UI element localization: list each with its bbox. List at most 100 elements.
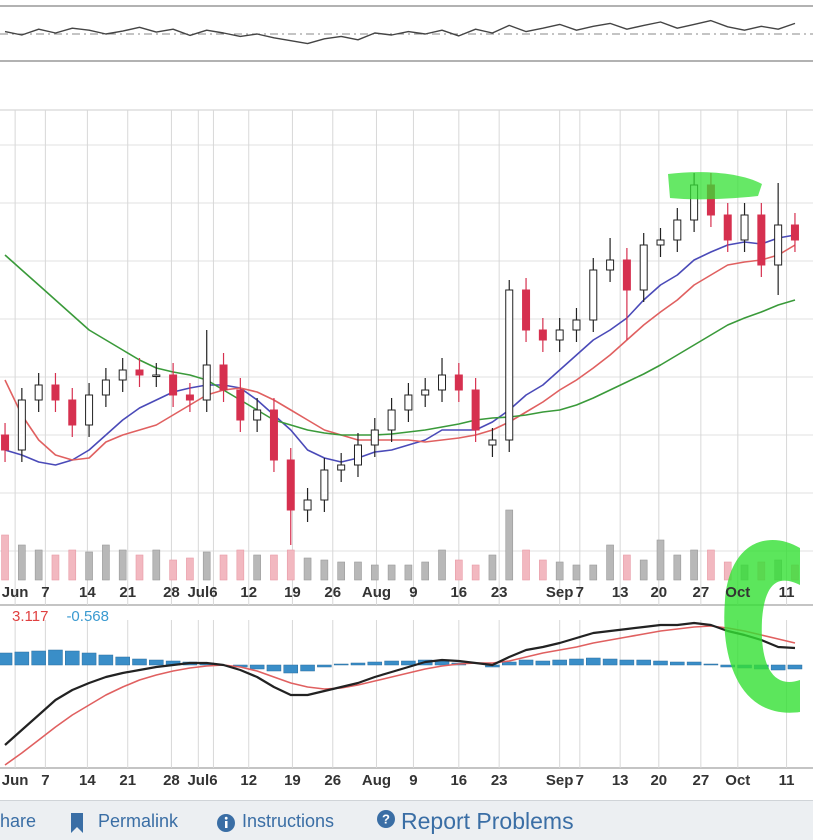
candle-body	[488, 439, 497, 446]
report-problems-link[interactable]: Report Problems	[401, 808, 574, 834]
volume-bar	[236, 549, 245, 581]
x-tick-label: Jun	[2, 772, 29, 789]
x-tick-label: Jun	[2, 584, 29, 601]
candle-body	[757, 214, 766, 266]
volume-bar	[34, 549, 43, 581]
histogram-bar	[283, 664, 299, 674]
share-link[interactable]: hare	[0, 811, 37, 831]
volume-bar	[673, 554, 682, 581]
histogram-bar	[317, 664, 332, 668]
histogram-bar	[686, 661, 702, 666]
volume-bar	[421, 561, 430, 581]
indicator-line	[4, 19, 796, 45]
volume-bar	[152, 549, 161, 581]
x-tick-label: 7	[41, 584, 49, 601]
histogram-bar	[787, 664, 803, 670]
histogram-bar	[586, 657, 601, 666]
volume-bar	[118, 549, 127, 581]
permalink-link[interactable]: Permalink	[98, 811, 179, 831]
candle-body	[286, 459, 295, 511]
x-tick-label: 11	[779, 772, 795, 789]
x-tick-label: 9	[409, 772, 417, 789]
histogram-bar	[552, 659, 567, 666]
report-icon: ?	[377, 810, 395, 828]
x-tick-label: 27	[692, 772, 709, 789]
x-tick-label: 7	[576, 584, 584, 601]
moving-average	[4, 254, 796, 436]
histogram-bar	[300, 664, 315, 672]
candle-body	[135, 369, 144, 376]
volume-bar	[370, 564, 379, 581]
volume-bar	[539, 559, 547, 581]
volume-bar	[690, 549, 698, 581]
x-tick-label: 6	[209, 772, 217, 789]
x-tick-label: Sep	[546, 584, 574, 601]
volume-bar	[186, 557, 194, 581]
x-tick-label: Oct	[725, 584, 750, 601]
candle-body	[185, 394, 194, 401]
volume-bar	[253, 554, 261, 581]
x-tick-label: 16	[450, 584, 467, 601]
candle-body	[723, 214, 732, 241]
histogram-bar	[149, 659, 164, 666]
volume-bar	[555, 561, 564, 581]
x-tick-label: 19	[284, 772, 301, 789]
candle-body	[639, 244, 648, 291]
histogram-bar	[350, 662, 366, 666]
x-tick-label: 26	[324, 772, 341, 789]
macd-value-label: 3.117	[12, 608, 48, 625]
histogram-bar	[14, 651, 30, 666]
candle-body	[253, 409, 262, 421]
candle-body	[589, 269, 598, 321]
x-tick-label: 6	[209, 584, 217, 601]
instructions-link[interactable]: Instructions	[242, 811, 335, 831]
candle-body	[505, 289, 514, 441]
histogram-bar	[653, 660, 668, 666]
x-tick-label: 26	[324, 584, 341, 601]
histogram-bar	[636, 659, 651, 666]
candle-body	[673, 219, 682, 241]
permalink-icon	[71, 813, 83, 833]
candle-body	[1, 434, 10, 451]
volume-bar	[404, 564, 413, 581]
candle-body	[454, 374, 463, 391]
volume-bar	[85, 551, 93, 581]
volume-bar	[387, 564, 396, 581]
histogram-bar	[132, 658, 147, 666]
x-tick-label: 23	[491, 584, 508, 601]
histogram-bar	[384, 660, 399, 666]
candle-body	[622, 259, 631, 291]
volume-bar	[438, 549, 446, 581]
volume-bar	[337, 561, 345, 581]
x-tick-label: 21	[119, 584, 136, 601]
volume-bar	[522, 549, 530, 581]
candle-body	[790, 224, 799, 241]
highlight-annotation	[668, 172, 762, 200]
volume-bar	[51, 554, 60, 581]
candle-body	[740, 214, 749, 241]
x-tick-label: 23	[491, 772, 508, 789]
histogram-bar	[81, 652, 97, 666]
volume-bar	[1, 534, 9, 581]
histogram-bar	[65, 650, 80, 666]
candle-body	[101, 379, 110, 396]
x-tick-label: Sep	[546, 772, 574, 789]
x-tick-label: 9	[409, 584, 417, 601]
svg-text:?: ?	[382, 811, 390, 826]
volume-bar	[202, 551, 211, 581]
candle-body	[34, 384, 43, 401]
candle-body	[320, 469, 329, 501]
volume-bar	[707, 549, 715, 581]
histogram-bar	[401, 660, 416, 666]
volume-bar	[471, 564, 480, 581]
x-tick-label: Aug	[362, 584, 391, 601]
volume-bar	[723, 561, 732, 581]
volume-bar	[320, 559, 329, 581]
histogram-bar	[31, 650, 46, 666]
candle-body	[421, 389, 430, 396]
histogram-bar	[0, 652, 13, 666]
x-tick-label: 7	[41, 772, 49, 789]
volume-bar	[639, 559, 648, 581]
candle-body	[353, 444, 362, 466]
